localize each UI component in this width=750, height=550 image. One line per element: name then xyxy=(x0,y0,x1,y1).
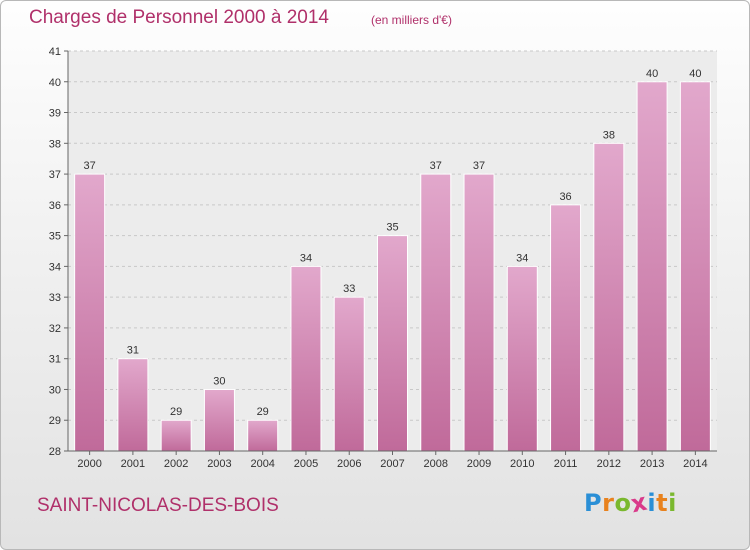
y-tick-label: 37 xyxy=(49,169,61,181)
data-label: 35 xyxy=(386,222,398,234)
y-tick-label: 36 xyxy=(49,200,61,212)
chart-title: Charges de Personnel 2000 à 2014 xyxy=(29,7,330,28)
y-tick-label: 32 xyxy=(49,323,61,335)
bar xyxy=(550,204,582,452)
data-label: 29 xyxy=(170,406,182,418)
y-tick-label: 28 xyxy=(49,446,61,458)
bars xyxy=(74,81,711,452)
logo-letter: r xyxy=(602,489,615,517)
proxiti-logo: Proxiti xyxy=(584,488,677,519)
x-tick-label: 2010 xyxy=(510,458,534,470)
data-label: 34 xyxy=(516,252,528,264)
x-tick-label: 2008 xyxy=(424,458,448,470)
y-tick-label: 40 xyxy=(49,77,61,89)
y-tick-label: 39 xyxy=(49,108,61,120)
labels: 28 29 30 31 32 33 34 35 36 37 38 39 40 41 37 2000 31 2001… xyxy=(49,46,708,470)
data-label: 37 xyxy=(473,160,485,172)
x-tick-label: 2000 xyxy=(77,458,101,470)
y-tick-label: 38 xyxy=(49,138,61,150)
y-tick-label: 33 xyxy=(49,292,61,304)
bar xyxy=(420,173,452,452)
bar xyxy=(290,265,322,452)
x-tick-label: 2002 xyxy=(164,458,188,470)
bar xyxy=(593,142,625,452)
x-tick-label: 2004 xyxy=(250,458,274,470)
y-tick-label: 34 xyxy=(49,261,61,273)
data-label: 40 xyxy=(689,68,701,80)
x-tick-label: 2012 xyxy=(597,458,621,470)
x-tick-label: 2009 xyxy=(467,458,491,470)
logo-letter: P xyxy=(584,489,603,517)
bar xyxy=(679,81,711,452)
x-tick-label: 2011 xyxy=(554,458,578,470)
bar xyxy=(247,419,279,452)
x-tick-label: 2005 xyxy=(294,458,318,470)
data-label: 34 xyxy=(300,252,312,264)
bar xyxy=(333,296,365,452)
x-tick-label: 2007 xyxy=(380,458,404,470)
bar xyxy=(203,388,235,452)
bar xyxy=(117,358,149,452)
y-tick-label: 30 xyxy=(49,384,61,396)
y-tick-label: 41 xyxy=(49,46,61,58)
data-label: 29 xyxy=(257,406,269,418)
data-label: 36 xyxy=(559,191,571,203)
x-tick-label: 2013 xyxy=(640,458,664,470)
bar xyxy=(636,81,668,452)
logo-letter: t xyxy=(656,489,669,517)
data-label: 37 xyxy=(430,160,442,172)
bar xyxy=(160,419,192,452)
data-label: 31 xyxy=(127,345,139,357)
place-name: SAINT-NICOLAS-DES-BOIS xyxy=(37,495,279,516)
chart-subtitle: (en milliers d'€) xyxy=(371,13,452,27)
bar xyxy=(506,265,538,452)
y-tick-label: 29 xyxy=(49,415,61,427)
bar xyxy=(463,173,495,452)
y-tick-label: 35 xyxy=(49,231,61,243)
x-tick-label: 2003 xyxy=(207,458,231,470)
logo-letter: i xyxy=(668,489,677,517)
y-tick-label: 31 xyxy=(49,354,61,366)
x-tick-label: 2006 xyxy=(337,458,361,470)
data-label: 38 xyxy=(603,129,615,141)
x-tick-label: 2014 xyxy=(683,458,707,470)
bar xyxy=(74,173,106,452)
axes xyxy=(64,50,717,455)
bar xyxy=(377,235,408,452)
data-label: 37 xyxy=(84,160,96,172)
data-label: 33 xyxy=(343,283,355,295)
x-tick-label: 2001 xyxy=(121,458,145,470)
logo-letter: o xyxy=(614,489,632,517)
data-label: 40 xyxy=(646,68,658,80)
data-label: 30 xyxy=(213,375,225,387)
logo-letter: i xyxy=(647,489,657,517)
